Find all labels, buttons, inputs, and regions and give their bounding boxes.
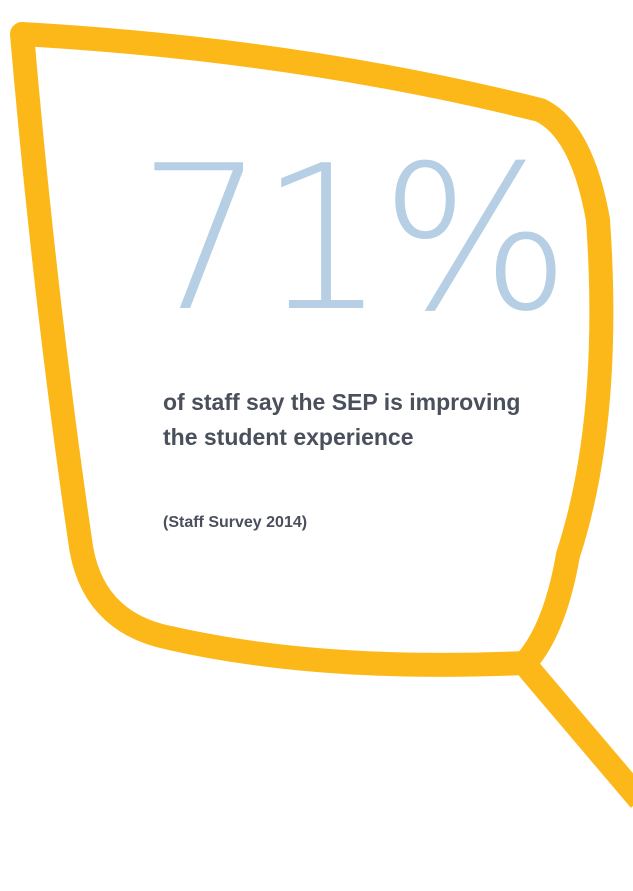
stat-source: (Staff Survey 2014): [163, 512, 307, 534]
stat-caption: of staff say the SEP is improving the st…: [163, 385, 523, 455]
handle-stroke: [528, 668, 633, 800]
stat-percentage: 71%: [138, 130, 565, 350]
